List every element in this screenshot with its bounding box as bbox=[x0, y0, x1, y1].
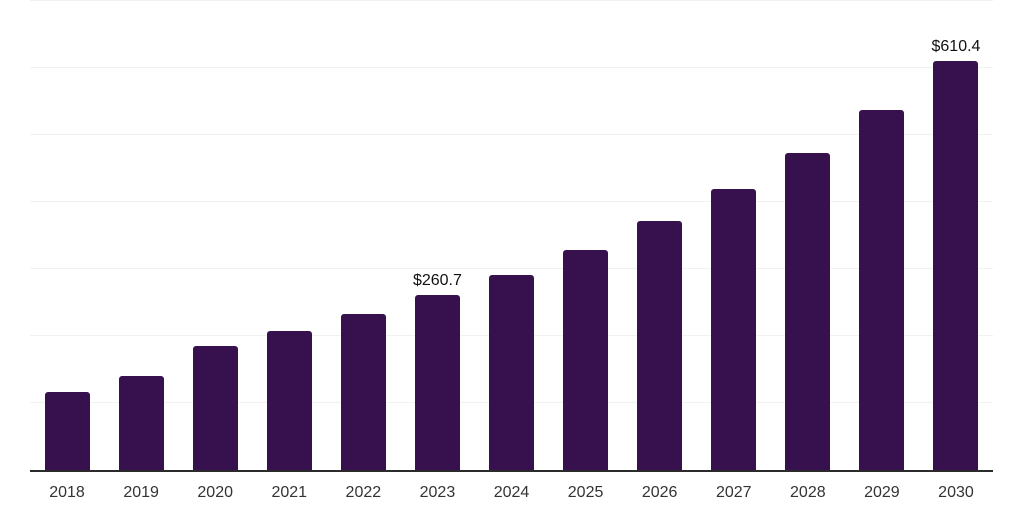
x-tick-2019: 2019 bbox=[123, 484, 159, 501]
bar-column-2019 bbox=[104, 0, 178, 470]
bar-column-2028 bbox=[771, 0, 845, 470]
gridline bbox=[30, 201, 993, 203]
x-axis-labels: 2018 2019 2020 2021 2022 2023 2024 2025 2026 2027… bbox=[30, 472, 993, 502]
bar-2026 bbox=[637, 220, 683, 470]
bar-2023 bbox=[414, 295, 460, 470]
x-tick-2026: 2026 bbox=[641, 484, 678, 501]
bar-2018 bbox=[44, 392, 90, 470]
x-tick-2025: 2025 bbox=[567, 484, 604, 501]
bar-2030 bbox=[933, 61, 979, 470]
x-tick-2024: 2024 bbox=[493, 484, 530, 501]
bar-2029 bbox=[859, 109, 905, 470]
bar-2019 bbox=[118, 375, 164, 470]
x-tick-2030: 2030 bbox=[938, 484, 974, 501]
bar-column-2020 bbox=[178, 0, 252, 470]
bar-2028 bbox=[785, 152, 831, 470]
bar-column-2022 bbox=[326, 0, 400, 470]
bar-2020 bbox=[192, 346, 238, 470]
gridline bbox=[30, 67, 993, 69]
x-tick-2022: 2022 bbox=[345, 484, 382, 501]
bar-2021 bbox=[266, 330, 312, 470]
bar-column-2029 bbox=[845, 0, 919, 470]
bar-column-2018 bbox=[30, 0, 104, 470]
gridline bbox=[30, 0, 993, 2]
x-tick-2028: 2028 bbox=[790, 484, 826, 501]
bar-column-2021 bbox=[252, 0, 326, 470]
x-tick-2020: 2020 bbox=[197, 484, 233, 501]
gridline bbox=[30, 268, 993, 270]
x-tick-2018: 2018 bbox=[49, 484, 85, 501]
bar-column-2030: $610.4 bbox=[919, 0, 993, 470]
bar-2022 bbox=[340, 314, 386, 470]
bar-column-2025 bbox=[549, 0, 623, 470]
bars: $260.7 $610.4 bbox=[30, 0, 993, 470]
value-label-2030: $610.4 bbox=[931, 38, 981, 56]
bar-column-2024 bbox=[474, 0, 548, 470]
bar-column-2026 bbox=[623, 0, 697, 470]
x-tick-2027: 2027 bbox=[715, 484, 752, 501]
bar-2024 bbox=[489, 275, 534, 470]
bar-column-2023: $260.7 bbox=[400, 0, 474, 470]
bar-2025 bbox=[563, 249, 609, 470]
x-tick-2023: 2023 bbox=[419, 484, 456, 501]
plot-area: $260.7 $610.4 bbox=[30, 0, 993, 472]
x-tick-2021: 2021 bbox=[271, 484, 308, 501]
gridline bbox=[30, 134, 993, 136]
bar-2027 bbox=[711, 188, 757, 470]
value-label-2023: $260.7 bbox=[412, 272, 462, 290]
bar-column-2027 bbox=[697, 0, 771, 470]
x-tick-2029: 2029 bbox=[864, 484, 900, 501]
